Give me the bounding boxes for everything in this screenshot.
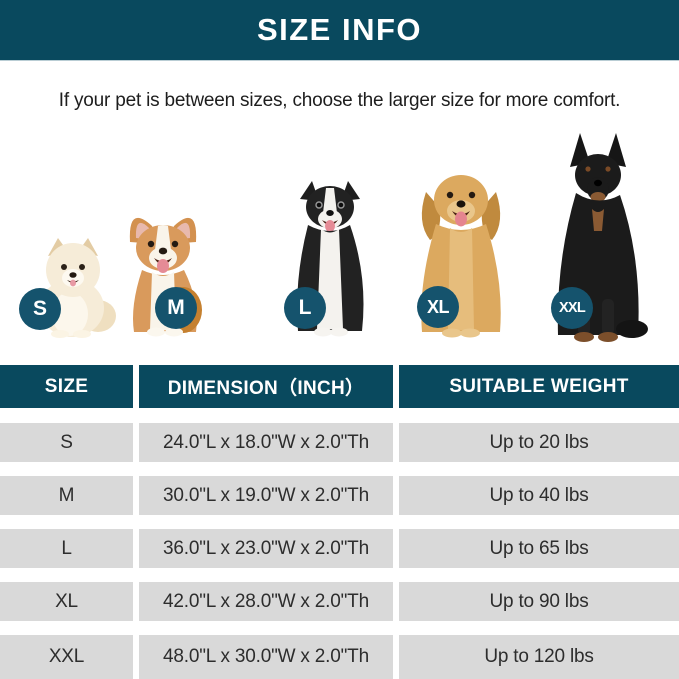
size-table-header-row: SIZE DIMENSION（INCH） SUITABLE WEIGHT [0,365,679,408]
subtitle-text: If your pet is between sizes, choose the… [58,90,621,111]
size-badge-s: S [19,288,61,330]
column-header-size: SIZE [0,365,133,408]
cell-weight: Up to 65 lbs [399,529,679,568]
size-badge-xxl: XXL [551,287,593,329]
cell-dimension: 42.0"L x 28.0"W x 2.0"Th [139,582,393,621]
cell-size: M [0,476,133,515]
cell-size: XXL [0,635,133,679]
column-header-weight: SUITABLE WEIGHT [399,365,679,408]
table-row-xxl: XXL 48.0"L x 30.0"W x 2.0"Th Up to 120 l… [0,635,679,679]
cell-dimension: 30.0"L x 19.0"W x 2.0"Th [139,476,393,515]
cell-dimension: 48.0"L x 30.0"W x 2.0"Th [139,635,393,679]
cell-dimension: 36.0"L x 23.0"W x 2.0"Th [139,529,393,568]
cell-size: XL [0,582,133,621]
cell-weight: Up to 20 lbs [399,423,679,462]
table-row-l: L 36.0"L x 23.0"W x 2.0"Th Up to 65 lbs [0,529,679,568]
page-title: SIZE INFO [256,12,423,47]
size-badge-l: L [284,287,326,329]
column-header-dimension: DIMENSION（INCH） [139,365,393,408]
golden-retriever-dog-illustration [421,175,501,338]
table-row-m: M 30.0"L x 19.0"W x 2.0"Th Up to 40 lbs [0,476,679,515]
cell-weight: Up to 90 lbs [399,582,679,621]
cell-dimension: 24.0"L x 18.0"W x 2.0"Th [139,423,393,462]
size-badge-xl: XL [417,286,459,328]
pomeranian-dog-illustration [40,238,116,338]
table-row-xl: XL 42.0"L x 28.0"W x 2.0"Th Up to 90 lbs [0,582,679,621]
cell-weight: Up to 120 lbs [399,635,679,679]
dog-size-lineup: S M L XL XXL [0,125,679,360]
table-row-s: S 24.0"L x 18.0"W x 2.0"Th Up to 20 lbs [0,423,679,462]
cell-size: S [0,423,133,462]
cell-size: L [0,529,133,568]
header-banner: SIZE INFO [0,0,679,61]
size-badge-m: M [155,287,197,329]
cell-weight: Up to 40 lbs [399,476,679,515]
